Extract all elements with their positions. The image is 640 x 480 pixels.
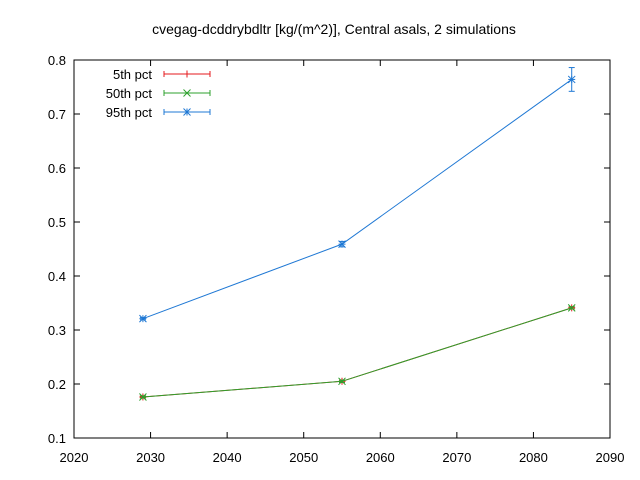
data-point xyxy=(338,377,346,386)
chart-title: cvegag-dcddrybdltr [kg/(m^2)], Central a… xyxy=(152,21,516,37)
y-tick-label: 0.2 xyxy=(48,377,66,392)
y-tick-label: 0.8 xyxy=(48,53,66,68)
x-tick-label: 2030 xyxy=(136,450,165,465)
y-tick-label: 0.7 xyxy=(48,107,66,122)
series-1 xyxy=(139,304,576,401)
legend-entry: 50th pct xyxy=(106,86,211,101)
series-2 xyxy=(139,304,576,401)
legend-label: 50th pct xyxy=(106,86,153,101)
legend-marker xyxy=(183,70,191,78)
y-tick-label: 0.5 xyxy=(48,215,66,230)
legend-marker xyxy=(183,89,191,97)
series-line xyxy=(142,307,572,398)
data-point xyxy=(139,393,147,401)
series-layer xyxy=(139,67,576,401)
x-tick-label: 2060 xyxy=(366,450,395,465)
legend-entry: 95th pct xyxy=(106,105,211,120)
series-3 xyxy=(139,67,576,323)
x-tick-label: 2020 xyxy=(60,450,89,465)
y-tick-label: 0.3 xyxy=(48,323,66,338)
y-tick-label: 0.6 xyxy=(48,161,66,176)
data-point xyxy=(139,314,147,323)
x-tick-label: 2080 xyxy=(519,450,548,465)
legend-marker xyxy=(183,108,191,116)
x-tick-label: 2070 xyxy=(442,450,471,465)
legend: 5th pct 50th pct 95th pct xyxy=(106,67,211,120)
y-tick-label: 0.4 xyxy=(48,269,66,284)
y-tick-label: 0.1 xyxy=(48,431,66,446)
plot-frame xyxy=(73,59,611,439)
x-tick-label: 2050 xyxy=(289,450,318,465)
axes: 2020 2030 2040 2050 2060 2070 2080 2090 0.1 0.2 0.… xyxy=(48,53,625,465)
legend-label: 95th pct xyxy=(106,105,153,120)
legend-entry: 5th pct xyxy=(113,67,211,82)
data-point xyxy=(567,304,576,312)
x-tick-label: 2040 xyxy=(213,450,242,465)
series-line xyxy=(142,79,573,320)
data-point xyxy=(338,240,346,248)
x-tick-label: 2090 xyxy=(596,450,625,465)
data-point xyxy=(567,75,576,84)
series-line xyxy=(142,307,572,398)
legend-label: 5th pct xyxy=(113,67,152,82)
